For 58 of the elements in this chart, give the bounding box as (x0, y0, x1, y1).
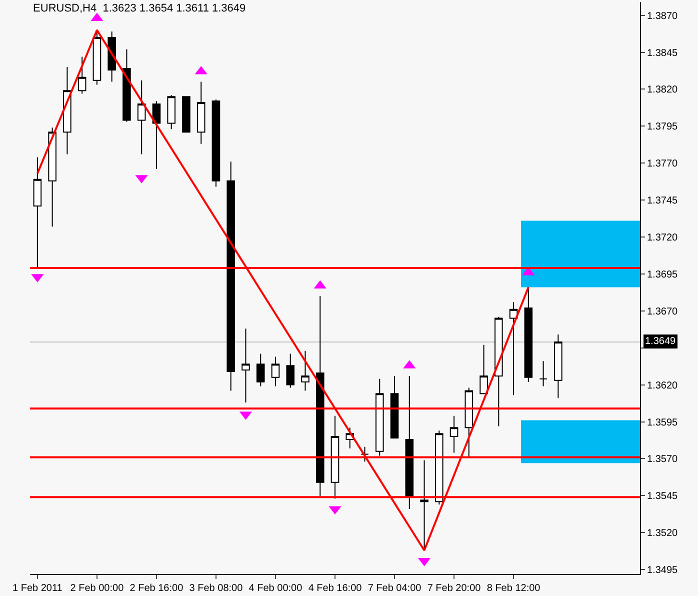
candlestick (554, 334, 562, 399)
candlestick (480, 344, 488, 394)
y-tick-label: 1.3845 (647, 48, 678, 59)
chart-title: EURUSD,H4 1.3623 1.3654 1.3611 1.3649 (33, 2, 246, 15)
x-tick-label: 7 Feb 04:00 (368, 583, 422, 594)
candlestick (152, 100, 161, 170)
y-tick-label: 1.3795 (647, 122, 678, 133)
candlestick (286, 353, 295, 388)
x-tick-label: 4 Feb 00:00 (248, 583, 303, 594)
y-tick-label: 1.3695 (647, 269, 678, 280)
candlestick (196, 81, 206, 144)
candlestick (137, 80, 146, 155)
y-tick-label: 1.3595 (647, 417, 678, 428)
candlestick (494, 316, 503, 427)
candlestick (212, 99, 220, 188)
candlestick (78, 56, 86, 94)
candlestick (301, 350, 310, 392)
candlestick (316, 296, 324, 498)
candlestick (226, 161, 235, 392)
candlestick (360, 446, 369, 462)
y-tick-label: 1.3570 (647, 454, 678, 466)
y-tick-label: 1.3770 (647, 158, 678, 170)
x-tick-label: 7 Feb 20:00 (427, 583, 482, 594)
y-tick-label: 1.3720 (647, 232, 678, 244)
y-tick-label: 1.3670 (647, 306, 678, 318)
candlestick (435, 430, 444, 506)
candlestick (48, 127, 56, 228)
x-tick-label: 4 Feb 16:00 (308, 583, 362, 594)
candlestick (182, 96, 190, 133)
y-tick-label: 1.3820 (647, 84, 678, 96)
y-tick-label: 1.3870 (647, 10, 678, 22)
x-tick-label: 1 Feb 2011 (12, 583, 63, 594)
y-tick-label: 1.3495 (647, 565, 678, 576)
candlestick (271, 356, 280, 387)
candlestick (242, 328, 250, 404)
candlestick (167, 94, 176, 130)
x-tick-label: 8 Feb 12:00 (486, 583, 541, 594)
candlestick (256, 353, 265, 387)
candlestick (464, 387, 474, 458)
x-tick-label: 2 Feb 00:00 (70, 583, 124, 594)
x-tick-label: 3 Feb 08:00 (189, 583, 244, 594)
candlestick (375, 378, 384, 456)
ref-line-label: 1.3649 (645, 336, 676, 347)
candlestick (524, 286, 533, 382)
candlestick (122, 48, 131, 122)
candlestick (330, 415, 340, 500)
candlestick (405, 375, 414, 510)
y-tick-label: 1.3745 (647, 196, 678, 207)
candlestick (33, 156, 42, 269)
x-tick-label: 2 Feb 16:00 (130, 583, 184, 594)
candlestick (539, 360, 548, 387)
candlestick (509, 302, 518, 396)
y-tick-label: 1.3520 (647, 528, 678, 540)
y-tick-label: 1.3620 (647, 380, 678, 392)
candlestick (92, 30, 102, 86)
y-tick-label: 1.3545 (647, 491, 678, 502)
candlestick (390, 375, 399, 439)
candlestick (450, 415, 458, 454)
